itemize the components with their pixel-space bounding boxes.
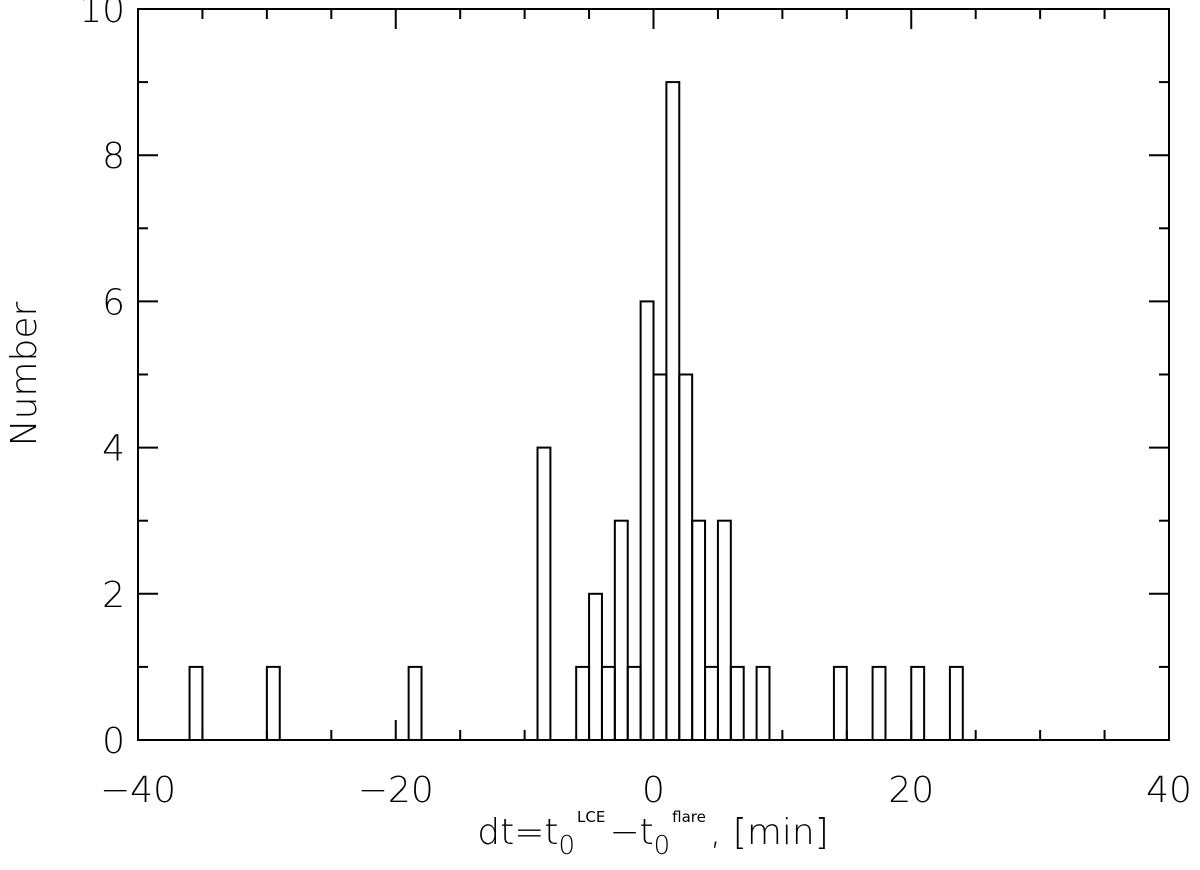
histogram-bar (639, 300, 655, 741)
histogram-bar (665, 81, 681, 742)
histogram-bar (613, 519, 629, 742)
histogram-bar (678, 373, 694, 741)
x-tick-labels: −40 −20 0 20 40 (100, 770, 1192, 811)
histogram-bar (652, 373, 668, 741)
x-axis-title-prefix: dt=t (477, 812, 558, 853)
histogram-bars (188, 81, 964, 742)
histogram-bar (536, 446, 552, 741)
x-axis-title-suffix: , [min] (710, 812, 829, 853)
y-tick-label: 8 (102, 136, 125, 177)
x-axis-title-minus: −t (609, 812, 653, 853)
y-axis-title: Number (4, 301, 45, 446)
y-tick-label: 0 (102, 721, 125, 762)
y-tick-labels: 0 2 4 6 8 10 (79, 0, 125, 762)
histogram-bar (716, 519, 732, 742)
x-axis-title-sub2: 0 (654, 831, 671, 861)
histogram-bar (600, 665, 616, 742)
x-axis-title-sub1: 0 (558, 831, 575, 861)
histogram-bar (265, 665, 281, 742)
x-tick-label: −40 (100, 770, 176, 811)
histogram-bar (575, 665, 591, 742)
histogram-bar (188, 665, 204, 742)
histogram-bar (691, 519, 707, 742)
x-axis-title-sup2: flare (672, 808, 706, 826)
y-tick-label: 6 (102, 282, 125, 323)
x-tick-label: 20 (888, 770, 934, 811)
histogram-bar (588, 592, 603, 741)
major-ticks (137, 8, 1170, 741)
histogram-bar (910, 665, 926, 742)
x-axis-title: dt=t0LCE −t0flare, [min] (477, 808, 829, 861)
y-tick-label: 2 (102, 575, 125, 616)
histogram-bar (832, 665, 848, 742)
x-tick-label: −20 (358, 770, 434, 811)
x-tick-label: 40 (1146, 770, 1192, 811)
histogram-bar (948, 665, 964, 742)
histogram-bar (407, 665, 423, 742)
histogram-bar (626, 665, 642, 742)
histogram-bar (871, 665, 887, 742)
histogram-bar (729, 665, 745, 742)
y-tick-label: 4 (102, 429, 125, 470)
x-axis-title-sup1: LCE (577, 808, 605, 826)
y-tick-label: 10 (79, 0, 125, 31)
histogram-bar (704, 665, 719, 742)
x-tick-label: 0 (642, 770, 665, 811)
histogram-bar (755, 665, 771, 742)
